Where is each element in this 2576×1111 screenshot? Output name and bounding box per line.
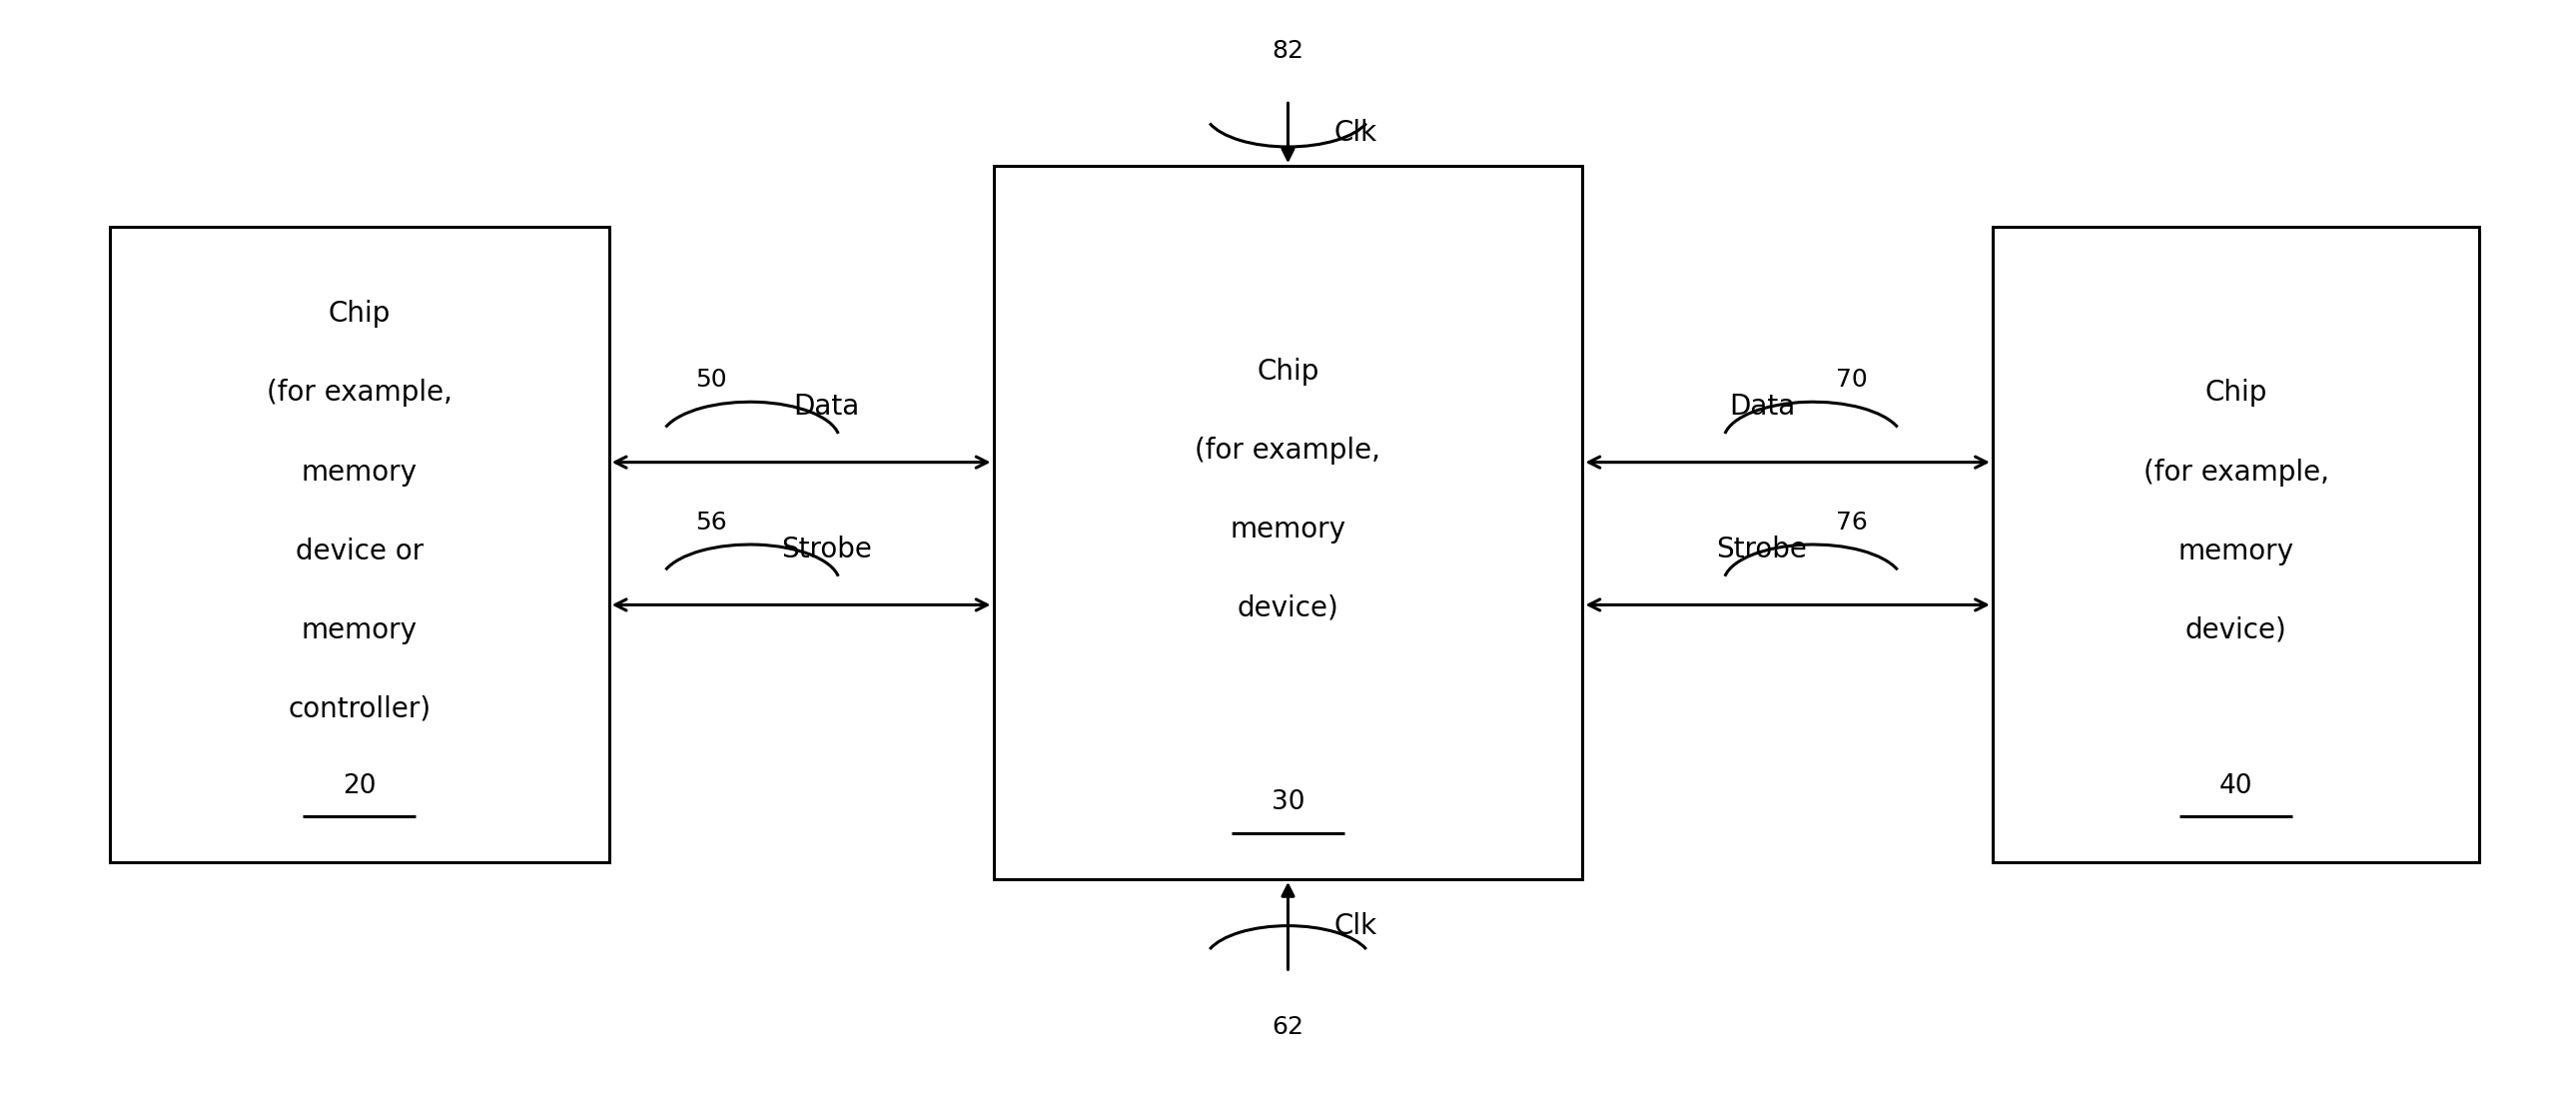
Text: Chip: Chip — [2205, 379, 2267, 407]
Text: Strobe: Strobe — [1716, 536, 1808, 563]
Text: (for example,: (for example, — [2143, 458, 2329, 487]
Text: Chip: Chip — [327, 300, 392, 328]
Text: 20: 20 — [343, 773, 376, 799]
Text: memory: memory — [301, 617, 417, 644]
Text: controller): controller) — [289, 695, 430, 723]
Bar — [994, 166, 1582, 879]
Text: Clk: Clk — [1334, 119, 1378, 147]
Text: Chip: Chip — [1257, 358, 1319, 386]
Text: 62: 62 — [1273, 1015, 1303, 1039]
Text: Data: Data — [793, 392, 860, 421]
Text: Data: Data — [1728, 392, 1795, 421]
Bar — [108, 227, 608, 863]
Text: 76: 76 — [1837, 511, 1868, 534]
Text: memory: memory — [1231, 516, 1345, 543]
Text: device): device) — [2184, 617, 2287, 644]
Text: memory: memory — [301, 458, 417, 487]
Text: device or: device or — [296, 537, 422, 565]
Text: 70: 70 — [1837, 368, 1868, 392]
Text: (for example,: (for example, — [265, 379, 453, 407]
Text: 40: 40 — [2221, 773, 2254, 799]
Text: 50: 50 — [696, 368, 726, 392]
Text: (for example,: (for example, — [1195, 437, 1381, 464]
Text: Clk: Clk — [1334, 912, 1378, 940]
Bar — [1994, 227, 2478, 863]
Text: device): device) — [1236, 594, 1340, 622]
Text: 82: 82 — [1273, 39, 1303, 63]
Text: 30: 30 — [1273, 789, 1303, 815]
Text: Strobe: Strobe — [781, 536, 873, 563]
Text: memory: memory — [2179, 537, 2293, 565]
Text: 56: 56 — [696, 511, 726, 534]
